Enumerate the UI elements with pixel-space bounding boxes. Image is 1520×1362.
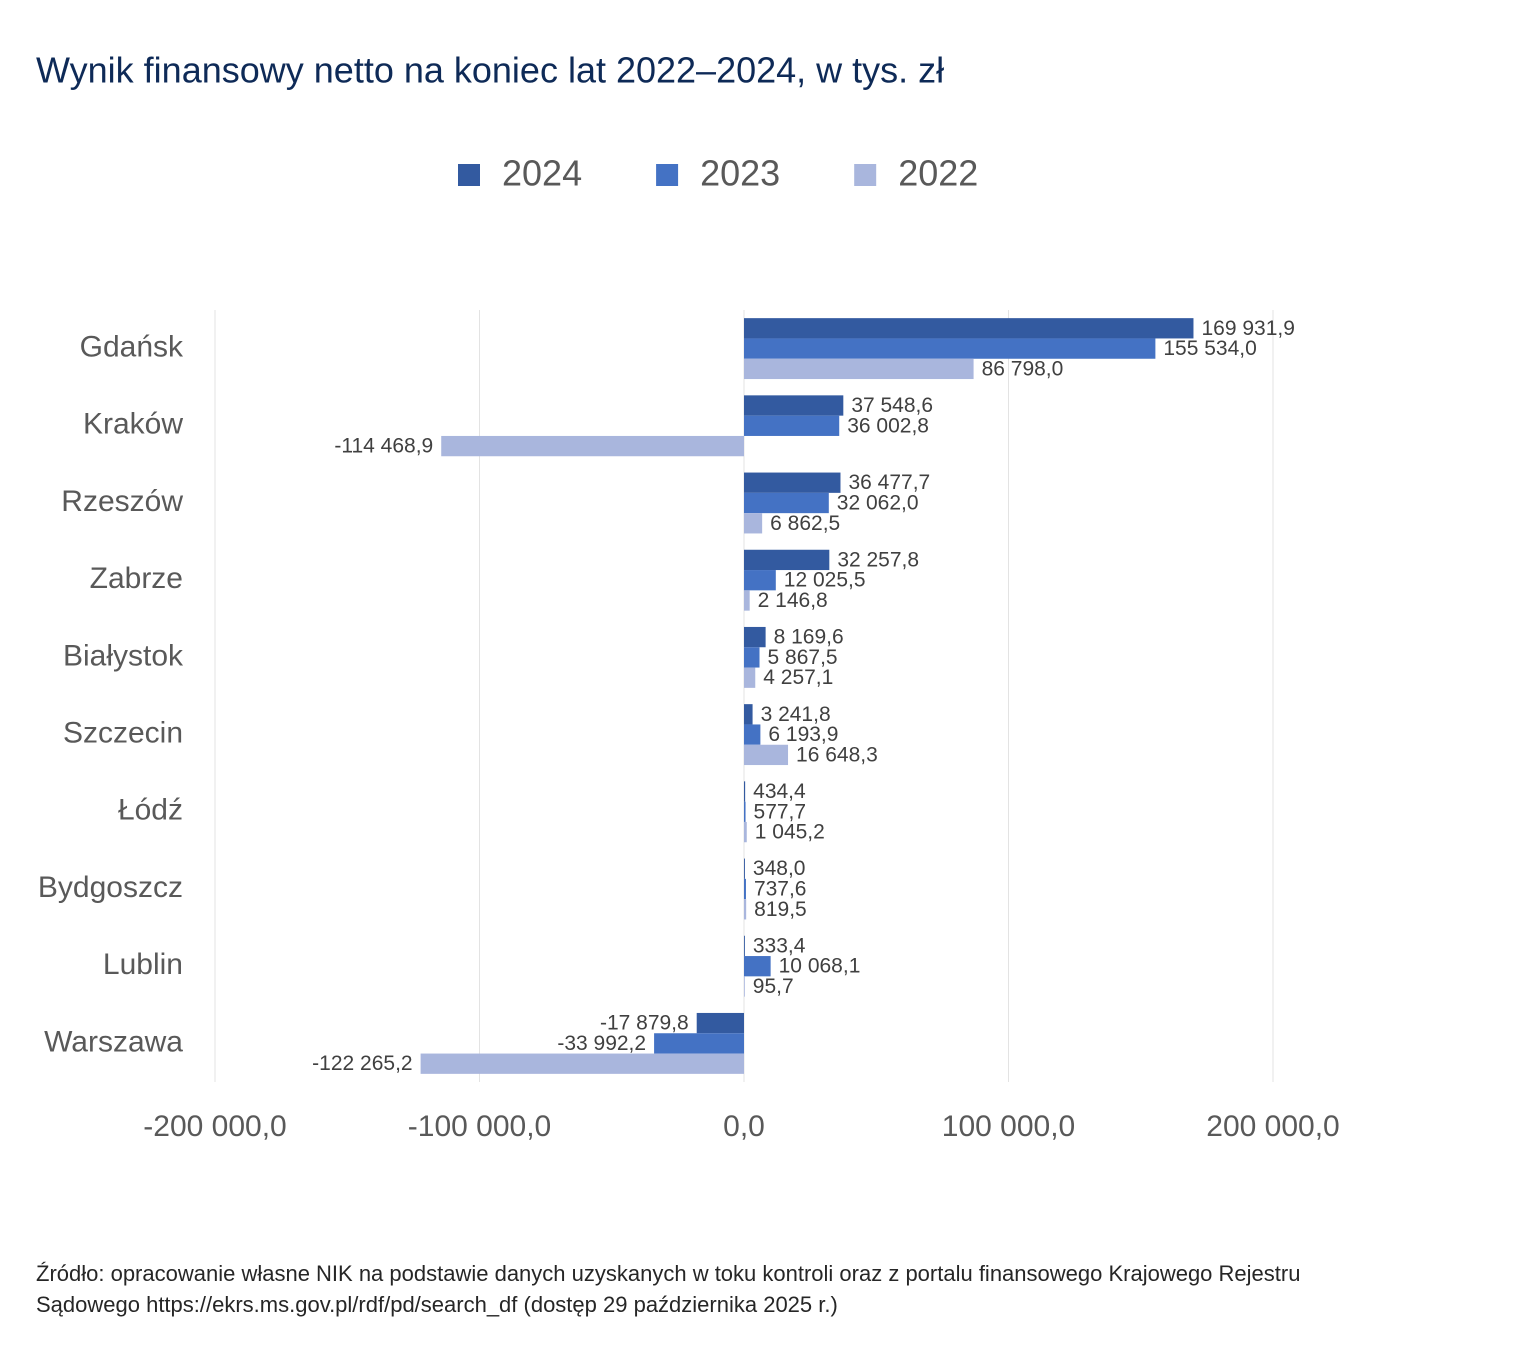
bar [744,549,830,571]
x-tick-label: 100 000,0 [942,1110,1075,1143]
legend-swatch [854,164,877,186]
bar [744,878,746,900]
value-label: 86 798,0 [982,357,1064,380]
legend-label: 2024 [502,153,582,194]
bar [744,570,776,591]
value-label: -114 468,9 [334,435,433,458]
bar [744,472,841,493]
bar [744,858,745,879]
value-label: -122 265,2 [312,1052,412,1075]
value-label: 819,5 [754,898,807,921]
x-tick-label: -100 000,0 [408,1110,551,1143]
value-label: -33 992,2 [557,1032,646,1055]
bar [744,492,829,514]
value-label: 434,4 [753,780,806,803]
bar [744,781,746,802]
legend-swatch [458,164,480,186]
value-label: 10 068,1 [779,955,861,978]
chart-title: Wynik finansowy netto na koniec lat 2022… [36,50,944,91]
bar [744,821,747,843]
bar [744,338,1156,359]
category-label: Łódź [118,794,183,827]
x-tick-label: 200 000,0 [1206,1110,1339,1143]
category-label: Bydgoszcz [38,871,183,904]
bar [744,667,756,688]
value-label: 2 146,8 [758,589,828,612]
value-label: 95,7 [753,975,794,998]
bar [744,976,745,997]
legend-label: 2022 [898,153,978,194]
bar [744,647,760,668]
value-label: 37 548,6 [851,394,933,417]
bar [696,1012,744,1034]
value-label: 333,4 [753,934,806,957]
bar [744,956,771,977]
legend-label: 2023 [700,153,780,194]
bar [744,513,763,534]
bar [744,626,766,648]
value-label: 6 193,9 [768,723,838,746]
value-label: 8 169,6 [774,626,844,649]
bar [654,1033,744,1054]
category-label: Szczecin [63,717,183,750]
value-label: 36 477,7 [848,471,930,494]
chart: Wynik finansowy netto na koniec lat 2022… [36,50,1340,1143]
value-label: 155 534,0 [1163,337,1256,360]
bar [441,435,744,457]
value-label: 1 045,2 [755,821,825,844]
bar [744,415,840,436]
x-tick-label: 0,0 [723,1110,765,1143]
category-label: Białystok [63,639,184,672]
category-label: Rzeszów [61,485,183,518]
value-label: 169 931,9 [1201,317,1294,340]
bar [744,801,746,822]
bar [744,704,753,725]
category-label: Lublin [103,948,183,981]
value-label: 16 648,3 [796,743,878,766]
value-label: 4 257,1 [763,666,833,689]
value-label: 32 257,8 [837,548,919,571]
bar [744,590,750,611]
value-label: 36 002,8 [847,414,929,437]
value-label: 5 867,5 [768,646,838,669]
bar [744,744,789,766]
value-label: 3 241,8 [761,703,831,726]
category-label: Warszawa [44,1025,183,1058]
value-label: 577,7 [754,800,807,823]
value-label: 12 025,5 [784,569,866,592]
bar [744,935,745,957]
category-label: Gdańsk [80,331,184,364]
category-label: Zabrze [90,562,183,595]
value-label: -17 879,8 [600,1012,689,1035]
legend-swatch [656,164,679,186]
value-label: 6 862,5 [770,512,840,535]
category-label: Kraków [83,408,183,441]
bar [744,395,844,416]
value-label: 32 062,0 [837,492,919,515]
bar [744,724,761,745]
value-label: 348,0 [753,857,806,880]
x-tick-label: -200 000,0 [143,1110,286,1143]
bar [744,318,1194,339]
bar [744,899,747,920]
value-label: 737,6 [754,878,807,901]
bar [744,358,974,380]
source-note: Źródło: opracowanie własne NIK na podsta… [36,1261,1301,1317]
bar [420,1053,744,1074]
